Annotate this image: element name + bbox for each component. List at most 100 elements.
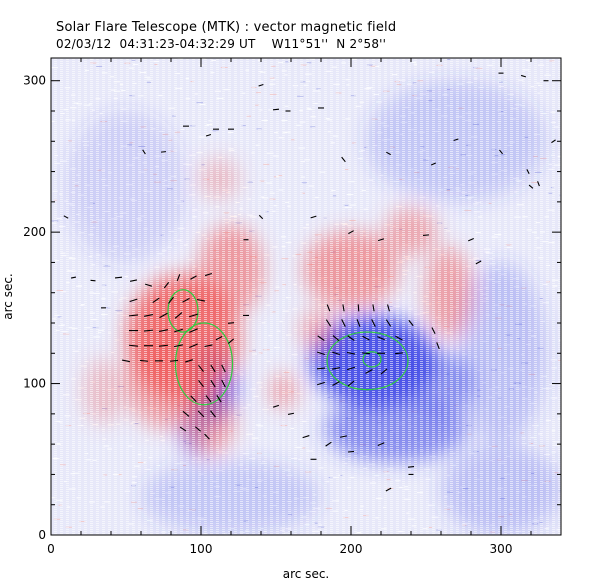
vector-57 [325,319,332,327]
vector-6 [204,272,213,277]
vector-36 [210,364,216,373]
vector-68 [395,335,403,341]
vector-13 [143,313,154,317]
vector-85 [302,435,310,439]
vector-47 [179,426,187,432]
vector-87 [339,435,348,438]
vector-89 [407,466,415,468]
x-tick-label-0: 0 [47,542,55,556]
vector-90 [385,487,392,492]
y-tick-label-300: 300 [23,74,46,88]
vector-34 [227,338,235,344]
vector-128 [430,162,437,166]
contour-2 [326,331,409,391]
vector-74 [394,352,404,355]
vector-67 [377,336,385,341]
vector-12 [128,314,139,317]
vector-71 [346,351,356,355]
vector-121 [551,139,556,144]
vector-83 [431,327,436,334]
vector-22 [128,344,139,347]
vector-91 [287,412,295,415]
vector-66 [362,335,370,341]
vector-28 [139,359,149,362]
vector-65 [347,335,355,341]
x-tick-label-300: 300 [490,542,513,556]
vector-112 [386,151,391,156]
contour-1 [174,322,234,406]
vector-75 [316,367,326,370]
vector-116 [528,184,534,189]
vector-10 [182,297,190,303]
intensity-contours [167,289,409,406]
vector-88 [377,442,385,447]
transverse-field-vectors [63,72,556,492]
x-tick-label-100: 100 [190,542,213,556]
chart-title: Solar Flare Telescope (MTK) : vector mag… [56,20,397,35]
vector-76 [331,367,341,370]
vector-92 [272,404,280,408]
vector-108 [142,149,146,155]
vector-122 [63,215,69,219]
vector-56 [387,304,390,312]
vector-27 [121,359,131,363]
vector-94 [347,450,355,453]
vector-19 [158,329,169,333]
vector-82 [347,380,355,387]
streak-overlay [51,58,561,535]
vector-64 [332,335,340,342]
vector-25 [173,344,184,348]
vector-106 [205,133,212,137]
vector-61 [385,319,392,327]
vector-37 [221,364,226,373]
vector-62 [408,319,414,327]
vector-21 [189,328,198,333]
vector-30 [169,359,179,362]
vector-32 [204,344,213,348]
magnetic-field-map [51,58,561,535]
vector-80 [317,381,325,386]
vector-35 [198,364,204,372]
vector-52 [326,304,331,312]
x-axis-label: arc sec. [283,567,329,581]
vector-50 [227,322,235,324]
vector-115 [526,169,530,175]
x-tick-label-200: 200 [340,542,363,556]
vector-70 [332,351,340,355]
contour-0 [167,289,199,333]
vector-43 [216,395,222,403]
vector-4 [176,274,181,282]
vector-16 [189,313,198,318]
vector-123 [70,276,77,279]
y-tick-label-200: 200 [23,225,46,239]
vector-44 [182,410,190,417]
vector-11 [196,298,206,302]
vector-48 [194,426,202,432]
vector-45 [197,410,205,418]
vector-114 [499,149,503,155]
vector-69 [317,351,325,355]
vector-100 [422,234,430,237]
vector-59 [356,319,361,327]
vector-49 [204,433,210,440]
vector-2 [144,283,153,287]
vector-79 [380,368,388,375]
vector-119 [520,74,527,78]
chart-subtitle: 02/03/12 04:31:23-04:32:29 UT W11°51'' N… [56,37,387,51]
vector-126 [258,83,264,87]
vector-117 [537,181,540,187]
vector-14 [159,312,168,319]
y-tick-label-0: 0 [38,528,46,542]
vector-18 [143,329,154,332]
contour-3 [362,351,382,368]
vector-77 [347,366,355,371]
vector-26 [189,343,198,348]
vector-42 [205,395,212,403]
y-axis-label: arc sec. [1,273,15,319]
vector-101 [468,238,474,242]
vector-111 [341,156,346,163]
vector-63 [317,335,325,341]
vector-31 [185,359,193,363]
vector-109 [272,108,280,111]
vector-5 [190,275,197,280]
